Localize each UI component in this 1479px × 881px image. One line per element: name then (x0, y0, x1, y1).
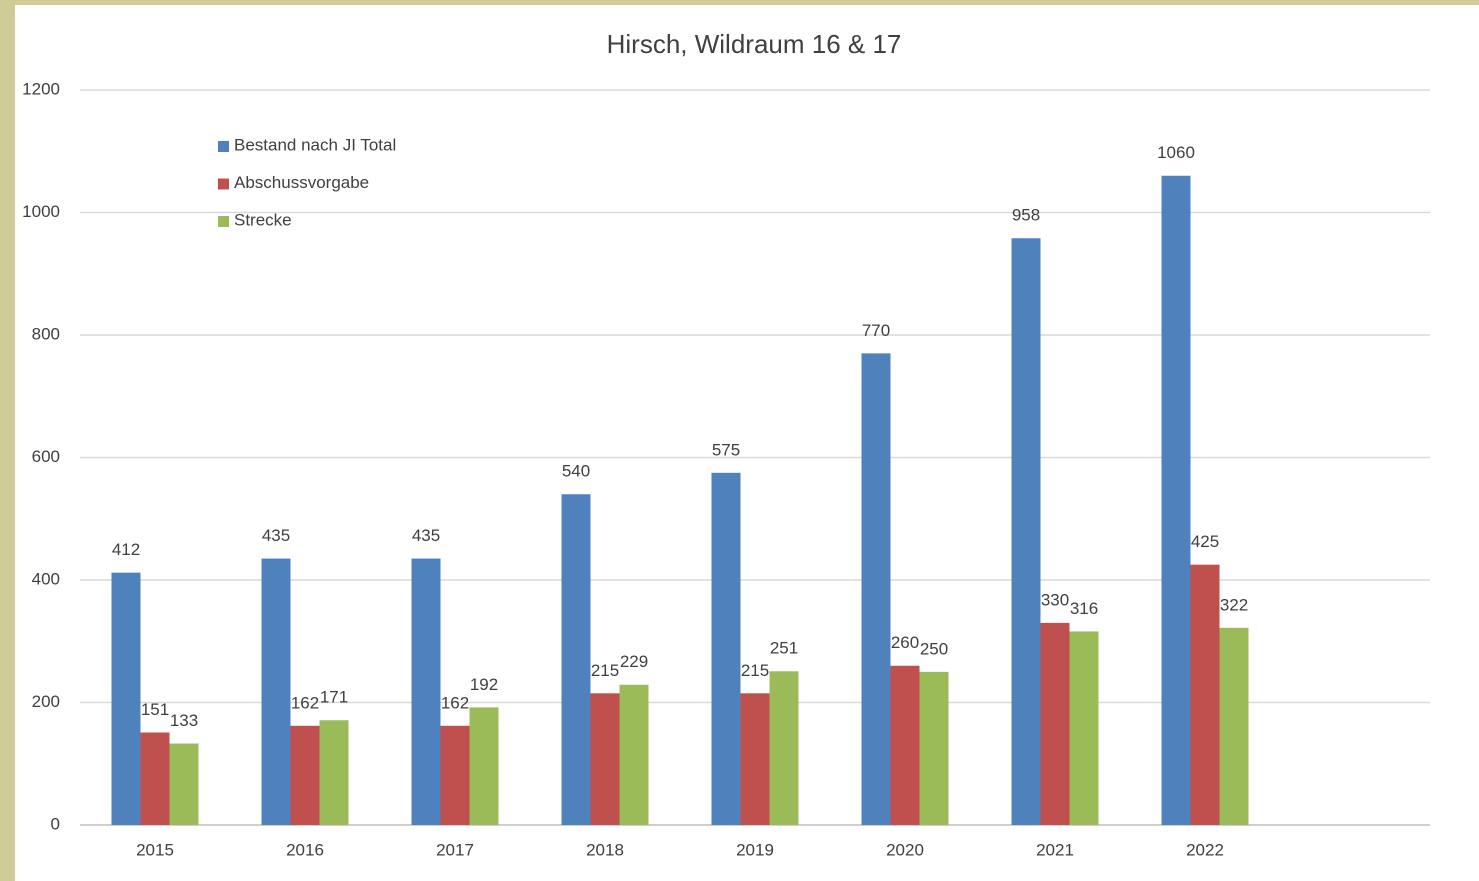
bar (890, 665, 920, 825)
legend-swatch (218, 178, 229, 190)
bar (319, 720, 349, 825)
bar (711, 472, 741, 825)
y-tick-label: 800 (32, 324, 60, 343)
data-label: 250 (920, 639, 948, 658)
data-label: 435 (412, 526, 440, 545)
data-label: 151 (141, 700, 169, 719)
bar (861, 353, 891, 825)
x-tick-label: 2022 (1186, 840, 1224, 859)
bar (261, 558, 291, 825)
y-tick-label: 600 (32, 447, 60, 466)
x-tick-label: 2016 (286, 840, 324, 859)
x-tick-label: 2018 (586, 840, 624, 859)
data-label: 1060 (1157, 143, 1195, 162)
data-label: 425 (1191, 532, 1219, 551)
bar (1069, 631, 1099, 825)
data-label: 316 (1070, 599, 1098, 618)
data-label: 412 (112, 540, 140, 559)
chart-title: Hirsch, Wildraum 16 & 17 (607, 29, 902, 59)
data-label: 322 (1220, 595, 1248, 614)
y-tick-label: 200 (32, 692, 60, 711)
bar (1190, 564, 1220, 825)
data-label: 192 (470, 675, 498, 694)
bar (619, 684, 649, 825)
legend-label: Strecke (234, 210, 292, 229)
legend-swatch (218, 216, 229, 227)
bar (140, 732, 170, 825)
bar (290, 725, 320, 825)
x-tick-label: 2017 (436, 840, 474, 859)
y-tick-label: 0 (51, 814, 60, 833)
data-label: 162 (291, 693, 319, 712)
bar (919, 671, 949, 825)
data-label: 575 (712, 440, 740, 459)
data-label: 958 (1012, 206, 1040, 225)
bar (1219, 627, 1249, 825)
y-tick-label: 1000 (22, 202, 60, 221)
bar (169, 743, 199, 825)
bar (561, 494, 591, 825)
y-tick-label: 400 (32, 569, 60, 588)
y-tick-label: 1200 (22, 79, 60, 98)
legend-label: Abschussvorgabe (234, 173, 369, 192)
legend-label: Bestand nach JI Total (234, 135, 396, 154)
x-tick-label: 2020 (886, 840, 924, 859)
data-label: 770 (862, 321, 890, 340)
bar (111, 572, 141, 825)
bar (411, 558, 441, 825)
data-label: 162 (441, 693, 469, 712)
data-label: 171 (320, 688, 348, 707)
data-label: 215 (741, 661, 769, 680)
bar (769, 671, 799, 825)
data-label: 133 (170, 711, 198, 730)
bar (740, 693, 770, 825)
data-label: 540 (562, 462, 590, 481)
x-tick-label: 2015 (136, 840, 174, 859)
data-label: 330 (1041, 590, 1069, 609)
data-label: 260 (891, 633, 919, 652)
bar (1040, 622, 1070, 825)
data-label: 215 (591, 661, 619, 680)
x-tick-label: 2021 (1036, 840, 1074, 859)
bar (469, 707, 499, 825)
data-label: 251 (770, 639, 798, 658)
data-label: 229 (620, 652, 648, 671)
data-label: 435 (262, 526, 290, 545)
bar (1011, 238, 1041, 826)
legend-swatch (218, 141, 229, 152)
bar (440, 725, 470, 825)
bar (1161, 175, 1191, 825)
bar (590, 693, 620, 825)
x-tick-label: 2019 (736, 840, 774, 859)
